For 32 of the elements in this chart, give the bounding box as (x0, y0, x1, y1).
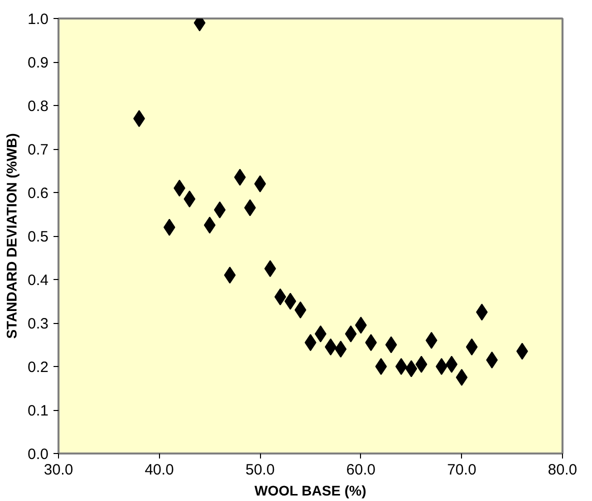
y-tick-label: 0.6 (28, 185, 49, 202)
y-tick-label: 0.5 (28, 228, 49, 246)
y-tick-label: 0.3 (28, 316, 49, 332)
x-tick-label: 50.0 (246, 462, 275, 478)
x-axis-title: WOOL BASE (%) (254, 482, 366, 498)
y-tick-label: 0.2 (28, 359, 49, 376)
y-tick-label: 0.4 (28, 272, 49, 289)
point (214, 201, 226, 218)
point (436, 358, 448, 375)
y-axis-title: STANDARD DEVIATION (%WB) (4, 133, 20, 339)
point (395, 358, 408, 375)
point (344, 325, 357, 342)
point (405, 360, 418, 378)
y-tick-label: 1.0 (28, 11, 49, 28)
point (375, 358, 387, 375)
point (274, 288, 286, 306)
point (204, 216, 216, 234)
point (466, 338, 478, 356)
x-tick-label: 40.0 (144, 462, 174, 478)
y-tick-label: 0.7 (28, 142, 49, 158)
y-tick-label: 0.9 (28, 54, 49, 72)
point (264, 260, 276, 278)
x-tick-label: 30.0 (44, 462, 74, 478)
point (516, 342, 528, 360)
point (334, 340, 347, 358)
y-tick-label: 0.8 (28, 98, 49, 115)
x-tick-label: 70.0 (447, 462, 476, 478)
x-tick-label: 80.0 (548, 462, 578, 478)
x-tick-label: 60.0 (346, 462, 376, 478)
y-tick-label: 0.0 (28, 446, 49, 463)
point (456, 368, 468, 386)
y-tick-label: 0.1 (28, 402, 49, 420)
